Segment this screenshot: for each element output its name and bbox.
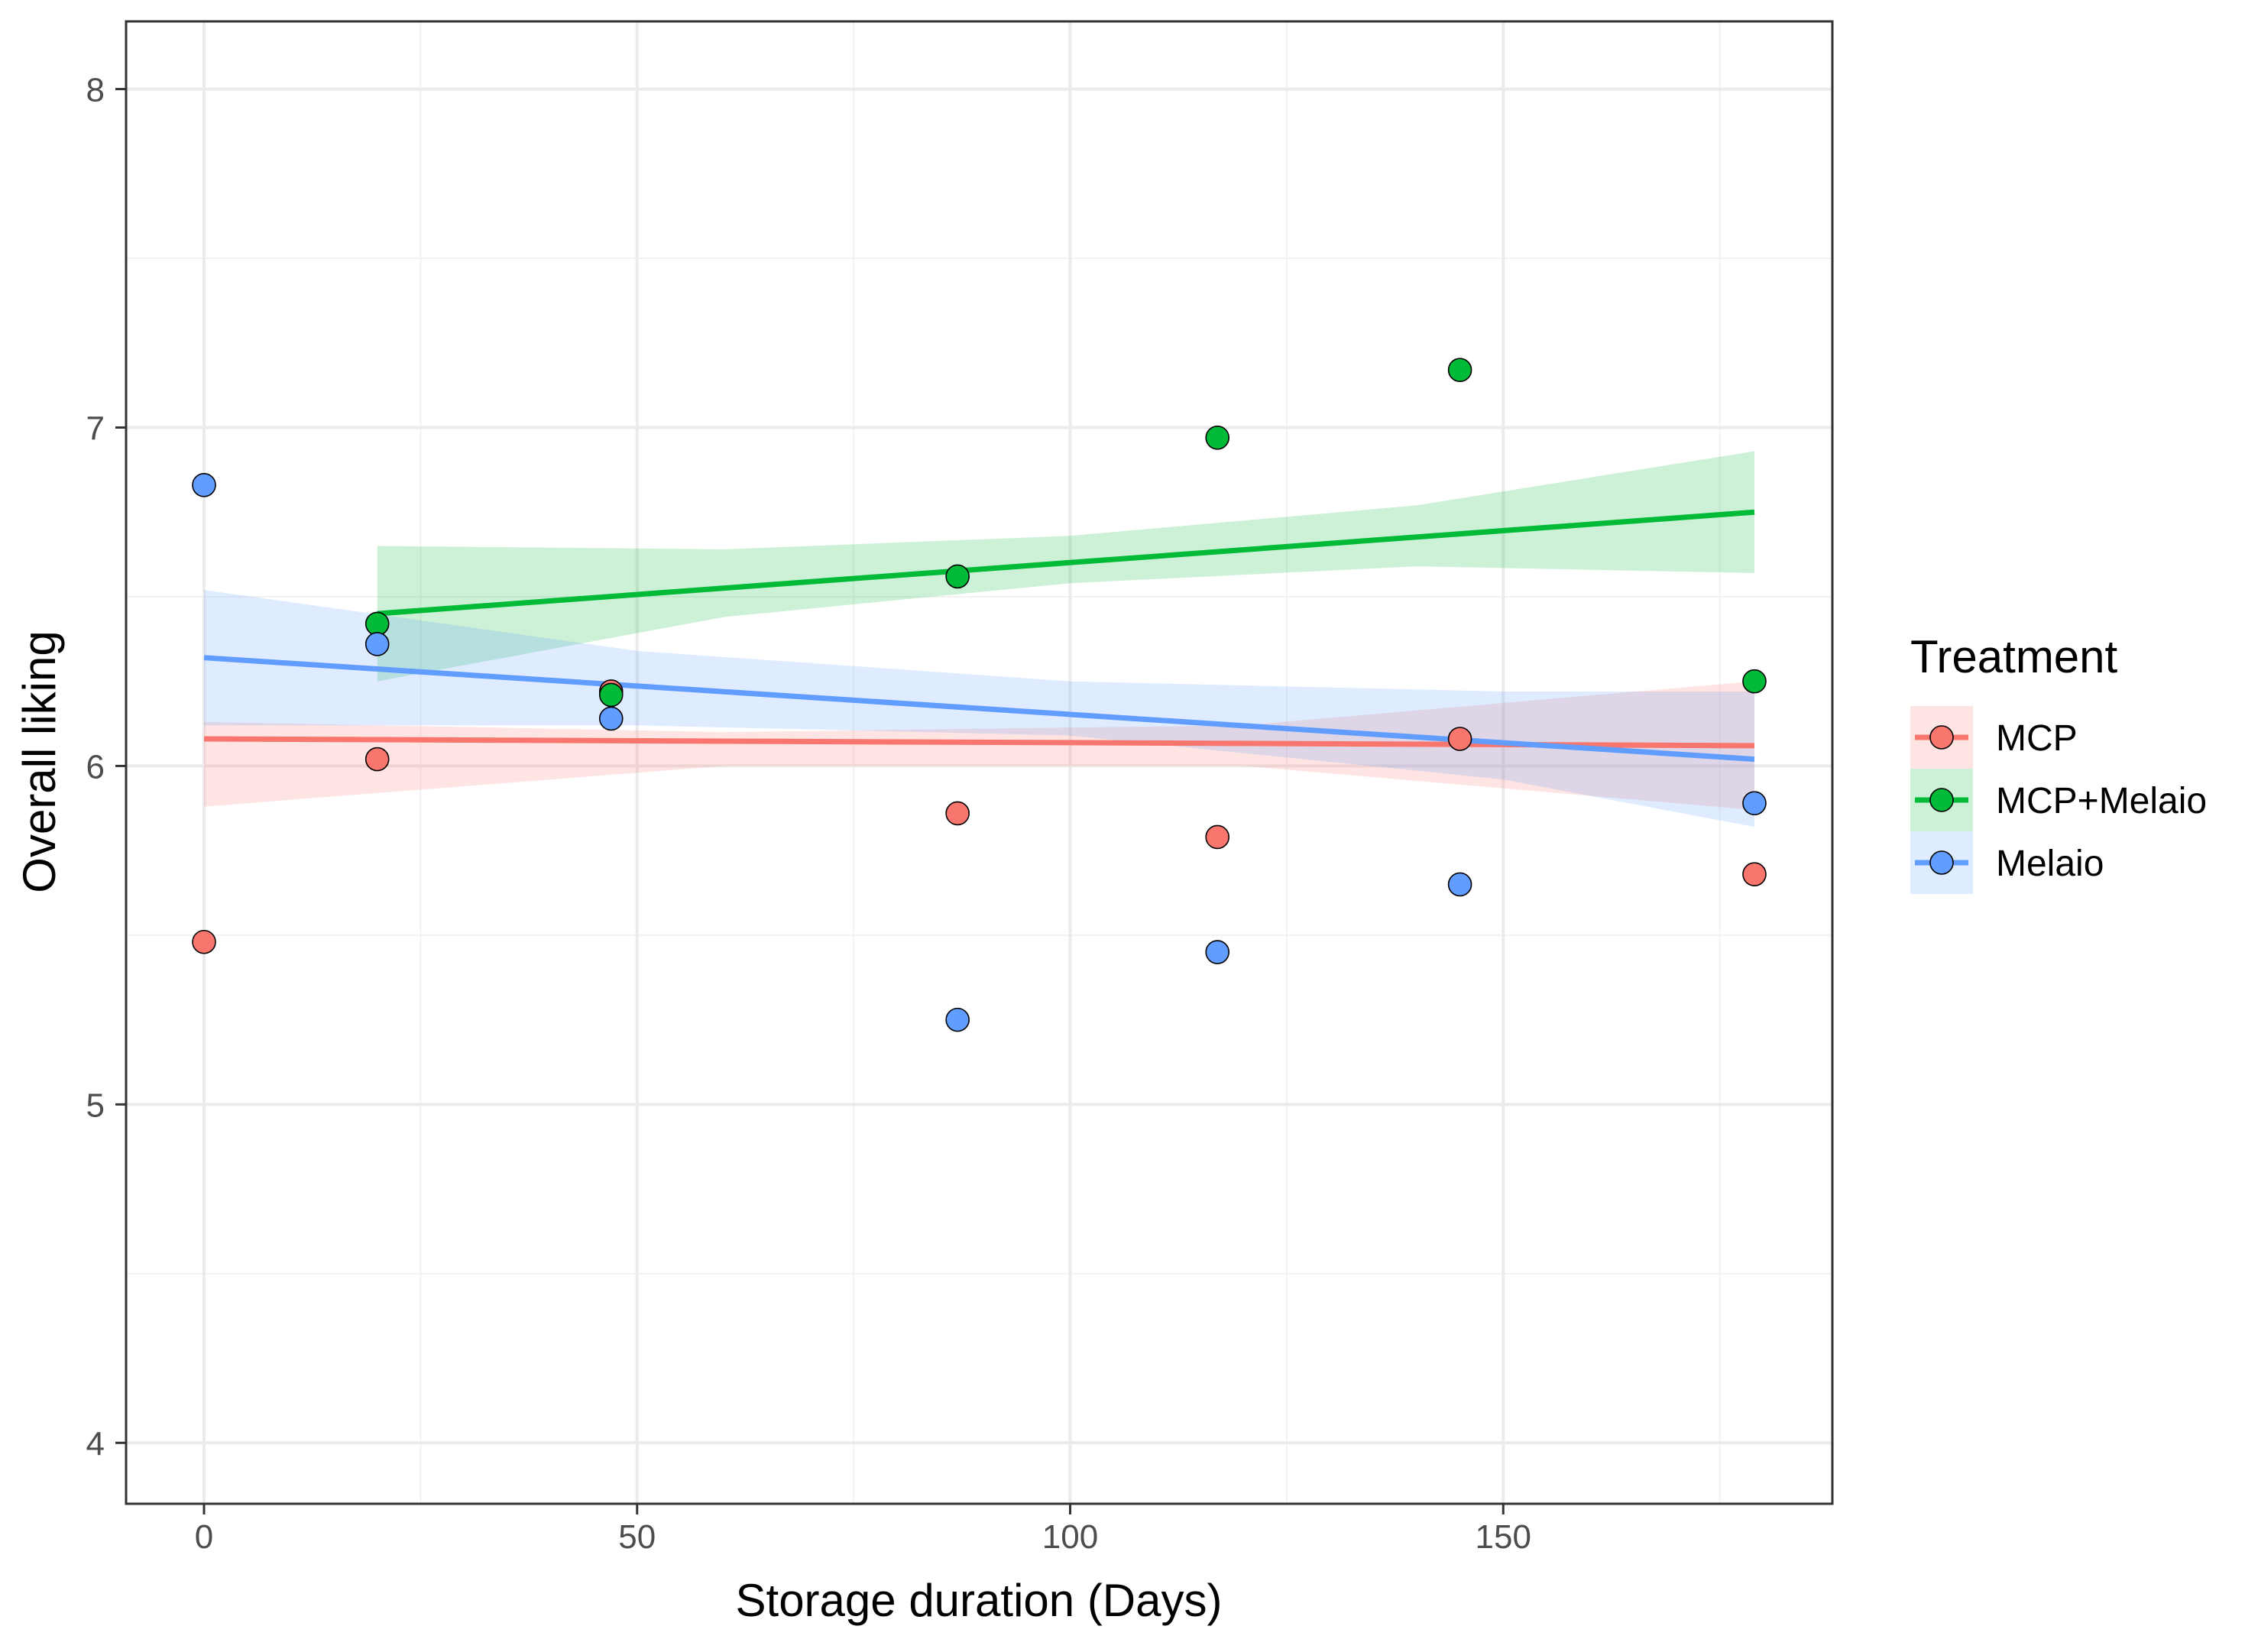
data-point-MCP xyxy=(1447,727,1472,751)
ci-band-MCP xyxy=(204,681,1754,811)
ci-band-MCP+Melaio xyxy=(377,451,1754,682)
minor-gridlines xyxy=(126,21,1832,1504)
y-axis: 4 5 6 7 8 xyxy=(86,72,126,1463)
legend-label-MCP: MCP xyxy=(1996,718,2078,759)
legend-label-Melaio: Melaio xyxy=(1996,844,2104,884)
fit-line-Melaio xyxy=(203,655,1755,763)
y-tick-label: 7 xyxy=(86,410,105,448)
x-tick-label: 0 xyxy=(195,1518,213,1556)
data-point-Melaio xyxy=(364,632,390,656)
legend-key-point-MCP+Melaio xyxy=(1929,788,1954,812)
fit-lines xyxy=(203,509,1755,763)
x-axis-title: Storage duration (Days) xyxy=(736,1575,1223,1626)
y-tick-label: 4 xyxy=(86,1425,105,1463)
data-point-Melaio xyxy=(598,706,624,731)
legend-key-point-MCP xyxy=(1929,725,1954,750)
data-point-MCP xyxy=(192,929,216,954)
legend: Treatment MCP MCP+Melaio Melaio xyxy=(1910,631,2207,894)
data-point-Melaio xyxy=(1447,872,1472,897)
x-tick-label: 100 xyxy=(1042,1518,1098,1556)
plot-panel-border xyxy=(125,20,1834,1505)
y-tick-label: 6 xyxy=(86,748,105,786)
data-point-Melaio xyxy=(1742,791,1767,815)
data-point-Melaio xyxy=(192,473,216,497)
legend-label-MCP+Melaio: MCP+Melaio xyxy=(1996,781,2207,821)
data-point-MCP+Melaio xyxy=(598,682,624,708)
data-points xyxy=(192,358,1767,1032)
data-point-MCP xyxy=(945,801,970,826)
data-point-MCP+Melaio xyxy=(1205,425,1230,450)
data-point-MCP xyxy=(1205,824,1230,850)
fit-line-MCP+Melaio xyxy=(377,509,1755,617)
data-point-MCP+Melaio xyxy=(945,564,970,589)
x-axis: 0 50 100 150 xyxy=(195,1504,1531,1556)
x-tick-label: 150 xyxy=(1476,1518,1531,1556)
data-point-MCP xyxy=(1742,862,1767,886)
data-point-MCP xyxy=(364,747,390,772)
y-axis-title: Overall liking xyxy=(14,630,65,892)
data-point-Melaio xyxy=(945,1007,970,1032)
data-point-MCP+Melaio xyxy=(364,611,390,637)
data-point-MCP+Melaio xyxy=(1742,669,1767,694)
data-point-MCP+Melaio xyxy=(1447,358,1472,383)
legend-key-point-Melaio xyxy=(1929,850,1954,875)
y-tick-label: 5 xyxy=(86,1087,105,1124)
y-tick-label: 8 xyxy=(86,72,105,109)
legend-title: Treatment xyxy=(1910,631,2118,682)
major-gridlines xyxy=(126,21,1832,1504)
x-tick-label: 50 xyxy=(618,1518,656,1556)
data-point-Melaio xyxy=(1205,940,1230,964)
